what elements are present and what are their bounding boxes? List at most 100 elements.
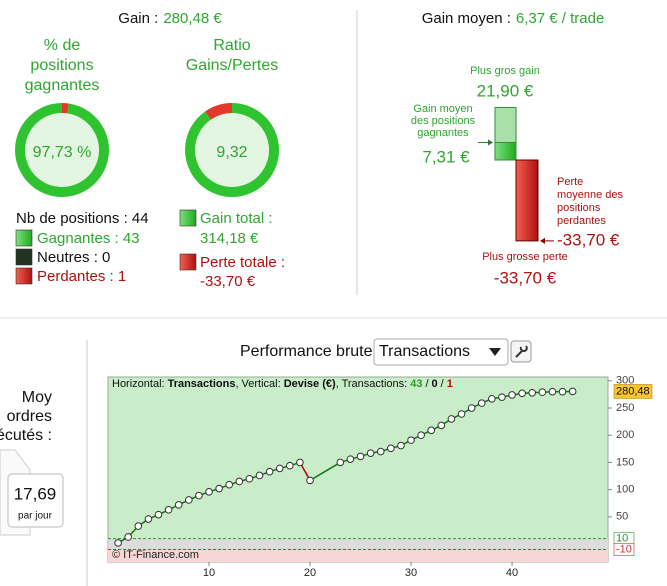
info-part: Horizontal: (112, 378, 165, 390)
label: positions (30, 57, 93, 74)
data-point (174, 501, 183, 509)
line-segment (309, 461, 341, 482)
data-point (528, 388, 537, 397)
label: Perte (557, 176, 583, 188)
data-point (215, 484, 223, 493)
data-point (255, 471, 264, 480)
label: gagnantes (25, 77, 100, 94)
arrow-head (540, 237, 545, 244)
data-point (205, 488, 213, 496)
data-point (245, 474, 254, 483)
data-point (498, 393, 506, 401)
threshold-label: 10 (616, 533, 628, 545)
panel-title: Gain moyen : 6,37 € / trade (422, 10, 605, 27)
value: 21,90 € (477, 81, 534, 100)
info-part: 0 (432, 378, 438, 390)
y-tick-label: 250 (616, 402, 634, 414)
data-point (538, 388, 547, 397)
data-point (387, 444, 395, 453)
info-part: / (425, 378, 429, 390)
data-point (447, 415, 456, 423)
legend-swatch (15, 229, 33, 247)
label: perdantes (557, 215, 606, 227)
data-point (518, 389, 526, 398)
data-point (356, 452, 365, 461)
value: 6,37 € / trade (516, 10, 604, 27)
label: Nb de positions : 44 (16, 210, 149, 227)
label: gagnantes (417, 127, 469, 139)
label: Gain total : (200, 210, 273, 227)
info-part: Devise (€) (284, 378, 336, 390)
label: Perte totale : (200, 254, 285, 271)
data-point (144, 515, 153, 523)
stat-unit: par jour (18, 511, 53, 522)
label: Gains/Pertes (186, 57, 278, 74)
dropdown-value: Transactions (379, 343, 470, 360)
data-point (488, 394, 496, 403)
dropdown[interactable] (373, 338, 509, 366)
data-point (124, 533, 133, 541)
data-point (235, 477, 244, 486)
label: Gain moyen : (422, 10, 511, 27)
plot-area (107, 376, 609, 563)
y-tick-label: 150 (616, 456, 634, 468)
donut-value: 97,73 % (33, 144, 92, 161)
data-point (457, 410, 466, 418)
data-point (195, 491, 203, 500)
data-point (467, 404, 476, 412)
info-part: , Vertical: (235, 378, 280, 390)
value: 7,31 € (422, 147, 470, 166)
data-point (376, 447, 385, 456)
stat-card (7, 473, 64, 528)
data-point (346, 455, 355, 463)
panel-title: Gain : 280,48 € (118, 10, 222, 27)
neutral-band (108, 538, 608, 550)
loss-zone (108, 549, 608, 562)
donut-center (25, 113, 99, 187)
label: Gagnantes : 43 (37, 230, 140, 247)
label: Neutres : 0 (37, 249, 110, 266)
data-point (164, 505, 173, 514)
donut-red (205, 103, 233, 120)
label: ordres (7, 408, 52, 425)
data-point (437, 421, 446, 430)
x-tick-label: 40 (506, 567, 518, 579)
legend-swatch (179, 253, 197, 271)
label: Plus grosse perte (482, 251, 568, 263)
y-tick-label: 300 (616, 375, 634, 387)
info-part: 1 (447, 378, 453, 390)
data-point (417, 431, 425, 440)
donut-center (195, 113, 269, 187)
watermark: © IT-Finance.com (112, 549, 199, 561)
data-point (306, 476, 314, 485)
data-point (366, 449, 375, 457)
end-label: 280,48 (616, 385, 650, 397)
y-tick-label: 50 (616, 511, 628, 523)
data-point (296, 458, 304, 467)
label: 314,18 € (200, 230, 259, 247)
data-point (407, 436, 415, 444)
label: % de (44, 37, 81, 54)
label: moyenne des (557, 189, 624, 201)
bar-loss (515, 159, 539, 242)
info-part: Transactions (168, 378, 236, 390)
donut-green (15, 103, 109, 197)
data-point (548, 387, 557, 396)
data-point (508, 391, 516, 399)
data-point (265, 467, 274, 476)
data-point (558, 387, 567, 396)
label: Gain moyen (413, 103, 472, 115)
arrow-head (488, 139, 493, 146)
legend-swatch (15, 248, 33, 266)
info-part: 43 (410, 378, 422, 390)
label: Perdantes : 1 (37, 268, 126, 285)
data-point (397, 441, 405, 450)
data-point (185, 496, 193, 504)
value: -33,70 € (557, 230, 620, 249)
wrench-icon (515, 345, 528, 358)
donut-value: 9,32 (216, 144, 247, 161)
dropdown-arrow (489, 348, 501, 356)
value: -33,70 € (494, 268, 557, 287)
end-label-box (613, 384, 653, 399)
